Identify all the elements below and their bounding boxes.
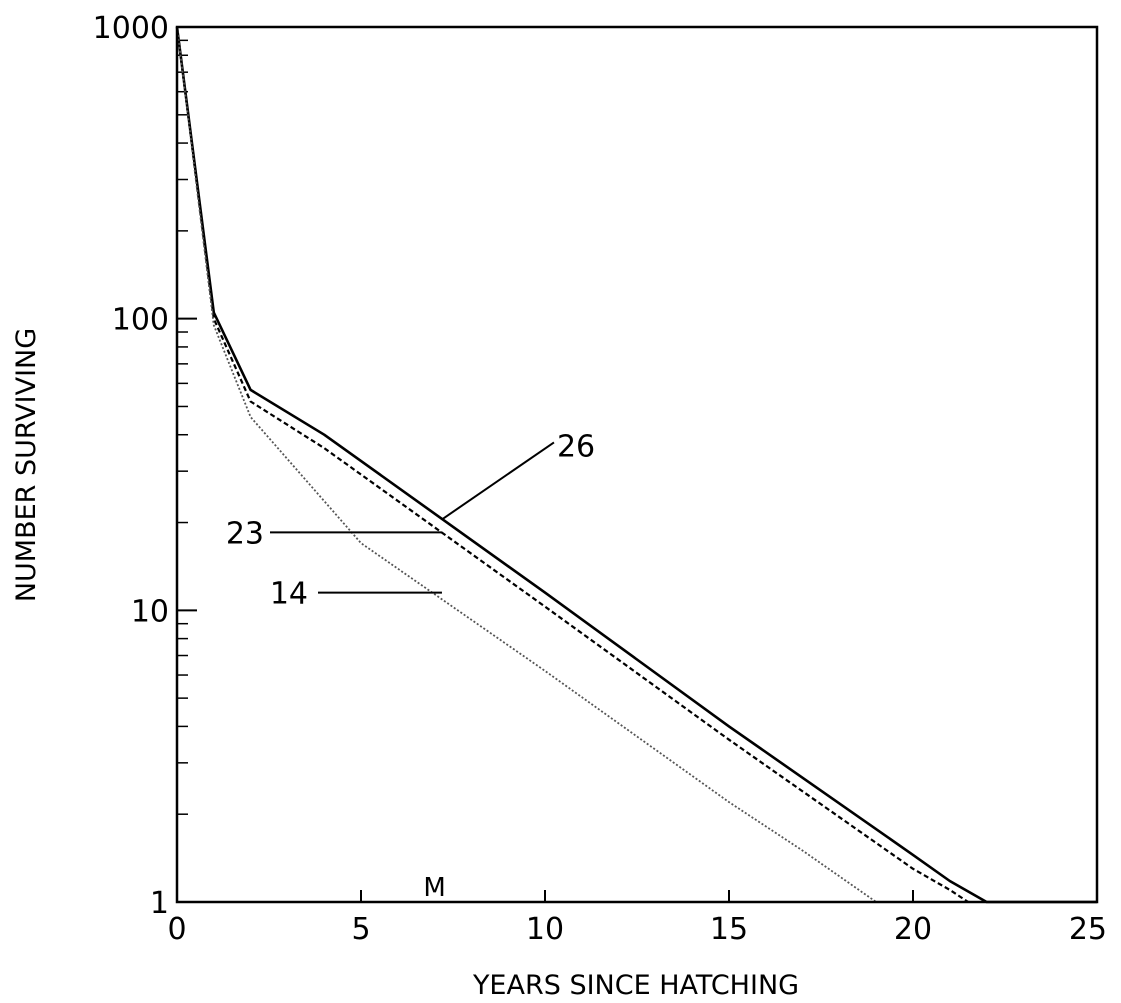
x-tick-label: 25 — [1069, 912, 1107, 947]
y-tick-label: 1000 — [93, 11, 169, 46]
x-tick-label: 5 — [351, 912, 370, 947]
y-tick-label: 1 — [150, 886, 169, 921]
series-leader-lines — [270, 441, 555, 594]
x-tick-label: 0 — [167, 912, 186, 947]
series-line-23 — [175, 26, 969, 903]
series-label-26: 26 — [557, 429, 595, 464]
leader-line-26 — [441, 441, 555, 521]
y-minor-ticks — [177, 39, 188, 815]
series-lines — [175, 26, 1097, 904]
x-tick-label: 15 — [710, 912, 748, 947]
x-axis-title: YEARS SINCE HATCHING — [472, 970, 799, 1001]
series-label-14: 14 — [270, 577, 308, 612]
axis-ticks — [176, 26, 1098, 903]
y-tick-label: 100 — [112, 303, 169, 338]
series-line-14 — [176, 26, 877, 903]
annotation-m: M — [423, 873, 445, 903]
x-tick-label: 20 — [894, 912, 932, 947]
y-tick-label: 10 — [131, 594, 169, 629]
tick-labels: 1 10 100 1000 0 5 10 15 20 25 — [93, 11, 1107, 947]
series-label-23: 23 — [226, 516, 264, 551]
series-line-26 — [175, 26, 1097, 904]
plot-frame — [175, 25, 1099, 904]
x-tick-label: 10 — [526, 912, 564, 947]
y-axis-title: NUMBER SURVIVING — [11, 328, 42, 602]
